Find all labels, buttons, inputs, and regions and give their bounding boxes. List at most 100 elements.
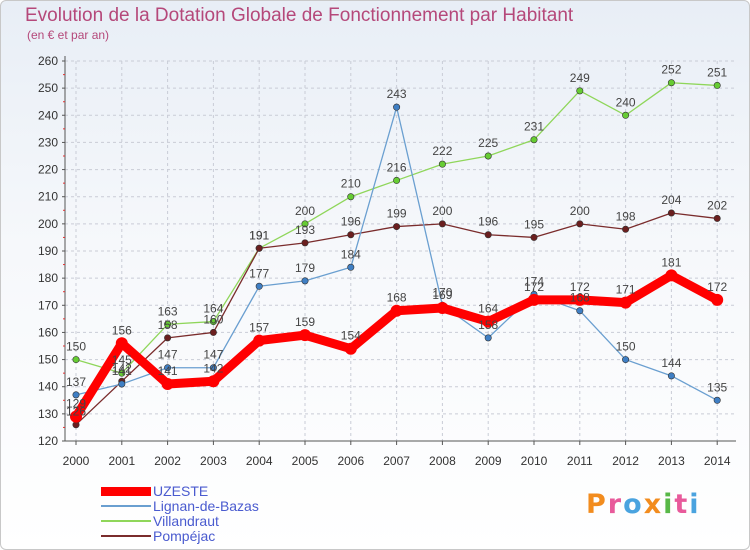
- series-group: [70, 79, 724, 429]
- data-label-villandraut: 252: [661, 63, 681, 77]
- legend-item-lignan-de-bazas: Lignan-de-Bazas: [101, 498, 341, 514]
- x-tick-label: 2002: [154, 454, 181, 468]
- data-label-villandraut: 191: [249, 228, 269, 242]
- data-label-lignan-de-bazas: 168: [570, 291, 590, 305]
- data-label-lignan-de-bazas: 174: [524, 274, 544, 288]
- data-label-pomp-jac: 160: [203, 312, 223, 326]
- y-tick-label: 160: [38, 325, 58, 339]
- data-point-uzeste: [528, 293, 540, 306]
- legend-label-pompejac: Pompéjac: [153, 528, 216, 544]
- data-label-uzeste: 164: [478, 302, 498, 316]
- legend-label-villandraut: Villandraut: [153, 513, 219, 529]
- data-label-villandraut: 210: [341, 177, 361, 191]
- data-label-lignan-de-bazas: 135: [707, 380, 727, 394]
- data-label-lignan-de-bazas: 184: [341, 247, 361, 261]
- data-point-pomp-jac: [576, 220, 584, 228]
- data-point-uzeste: [299, 329, 311, 342]
- x-tick-label: 2006: [337, 454, 364, 468]
- data-point-uzeste: [253, 334, 266, 347]
- legend-item-villandraut: Villandraut: [101, 513, 341, 529]
- data-label-lignan-de-bazas: 179: [295, 261, 315, 275]
- data-point-villandraut: [484, 152, 492, 160]
- x-tick-label: 2012: [612, 454, 639, 468]
- chart-subtitle: (en € et par an): [27, 28, 110, 42]
- y-tick-label: 200: [38, 217, 58, 231]
- y-tick-label: 190: [38, 244, 58, 258]
- data-point-lignan-de-bazas: [209, 364, 217, 372]
- data-label-pomp-jac: 199: [387, 207, 407, 221]
- y-tick-label: 220: [38, 163, 58, 177]
- data-point-villandraut: [667, 79, 675, 87]
- data-point-lignan-de-bazas: [484, 334, 492, 342]
- y-tick-label: 170: [38, 298, 58, 312]
- x-tick-label: 2001: [108, 454, 135, 468]
- y-tick-label: 180: [38, 271, 58, 285]
- data-label-lignan-de-bazas: 243: [387, 87, 407, 101]
- data-label-lignan-de-bazas: 137: [66, 375, 86, 389]
- x-tick-label: 2000: [63, 454, 90, 468]
- data-point-uzeste: [70, 410, 82, 423]
- data-label-pomp-jac: 195: [524, 217, 544, 231]
- chart-title: Evolution de la Dotation Globale de Fonc…: [25, 5, 574, 26]
- data-point-uzeste: [482, 315, 495, 328]
- data-label-lignan-de-bazas: 141: [112, 364, 132, 378]
- data-point-villandraut: [301, 220, 309, 228]
- logo-letter: o: [623, 489, 644, 520]
- data-label-uzeste: 159: [295, 315, 315, 329]
- data-label-pomp-jac: 191: [249, 228, 269, 242]
- data-label-uzeste: 172: [570, 280, 590, 294]
- data-point-pomp-jac: [622, 225, 630, 233]
- data-label-villandraut: 249: [570, 71, 590, 85]
- x-tick-label: 2010: [521, 454, 548, 468]
- data-point-villandraut: [72, 356, 80, 364]
- data-label-uzeste: 171: [616, 283, 636, 297]
- legend-swatch-villandraut: [101, 520, 151, 522]
- y-tick-label: 150: [38, 353, 58, 367]
- legend: UZESTE Lignan-de-Bazas Villandraut Pompé…: [101, 483, 341, 544]
- data-point-pomp-jac: [393, 223, 401, 231]
- data-point-villandraut: [164, 320, 172, 328]
- data-point-villandraut: [118, 369, 126, 377]
- data-point-uzeste: [390, 304, 403, 317]
- data-point-pomp-jac: [255, 244, 263, 252]
- data-label-uzeste: 172: [707, 280, 727, 294]
- data-point-lignan-de-bazas: [576, 307, 584, 315]
- data-label-uzeste: 142: [203, 361, 223, 375]
- x-tick-label: 2004: [246, 454, 273, 468]
- data-point-pomp-jac: [667, 209, 675, 217]
- data-point-lignan-de-bazas: [347, 263, 355, 271]
- data-point-pomp-jac: [301, 239, 309, 247]
- y-tick-label: 130: [38, 407, 58, 421]
- data-label-uzeste: 154: [341, 329, 361, 343]
- data-label-pomp-jac: 158: [158, 318, 178, 332]
- data-label-villandraut: 225: [478, 136, 498, 150]
- data-point-villandraut: [209, 318, 217, 326]
- data-point-uzeste: [207, 375, 220, 388]
- legend-item-uzeste: UZESTE: [101, 483, 341, 499]
- data-label-pomp-jac: 196: [478, 215, 498, 229]
- logo-letter: x: [643, 489, 664, 520]
- data-label-pomp-jac: 193: [295, 223, 315, 237]
- data-label-villandraut: 164: [203, 302, 223, 316]
- data-label-pomp-jac: 204: [661, 193, 681, 207]
- y-tick-label: 240: [38, 108, 58, 122]
- data-label-villandraut: 240: [616, 95, 636, 109]
- data-label-villandraut: 150: [66, 340, 86, 354]
- data-label-uzeste: 181: [661, 255, 681, 269]
- data-point-villandraut: [530, 136, 538, 144]
- data-point-pomp-jac: [209, 328, 217, 336]
- data-label-pomp-jac: 196: [341, 215, 361, 229]
- data-point-villandraut: [622, 111, 630, 119]
- data-label-villandraut: 163: [158, 304, 178, 318]
- logo-letter: i: [663, 489, 675, 520]
- legend-swatch-lignan-de-bazas: [101, 505, 151, 507]
- data-point-lignan-de-bazas: [667, 372, 675, 380]
- x-tick-label: 2013: [658, 454, 685, 468]
- data-point-pomp-jac: [530, 233, 538, 241]
- y-axis-ticks: 120 130 140 150 160 170 180 190 200 210 220 230 240 2…: [38, 54, 65, 448]
- data-point-lignan-de-bazas: [393, 103, 401, 111]
- legend-label-lignan-de-bazas: Lignan-de-Bazas: [153, 498, 259, 514]
- data-point-lignan-de-bazas: [622, 356, 630, 364]
